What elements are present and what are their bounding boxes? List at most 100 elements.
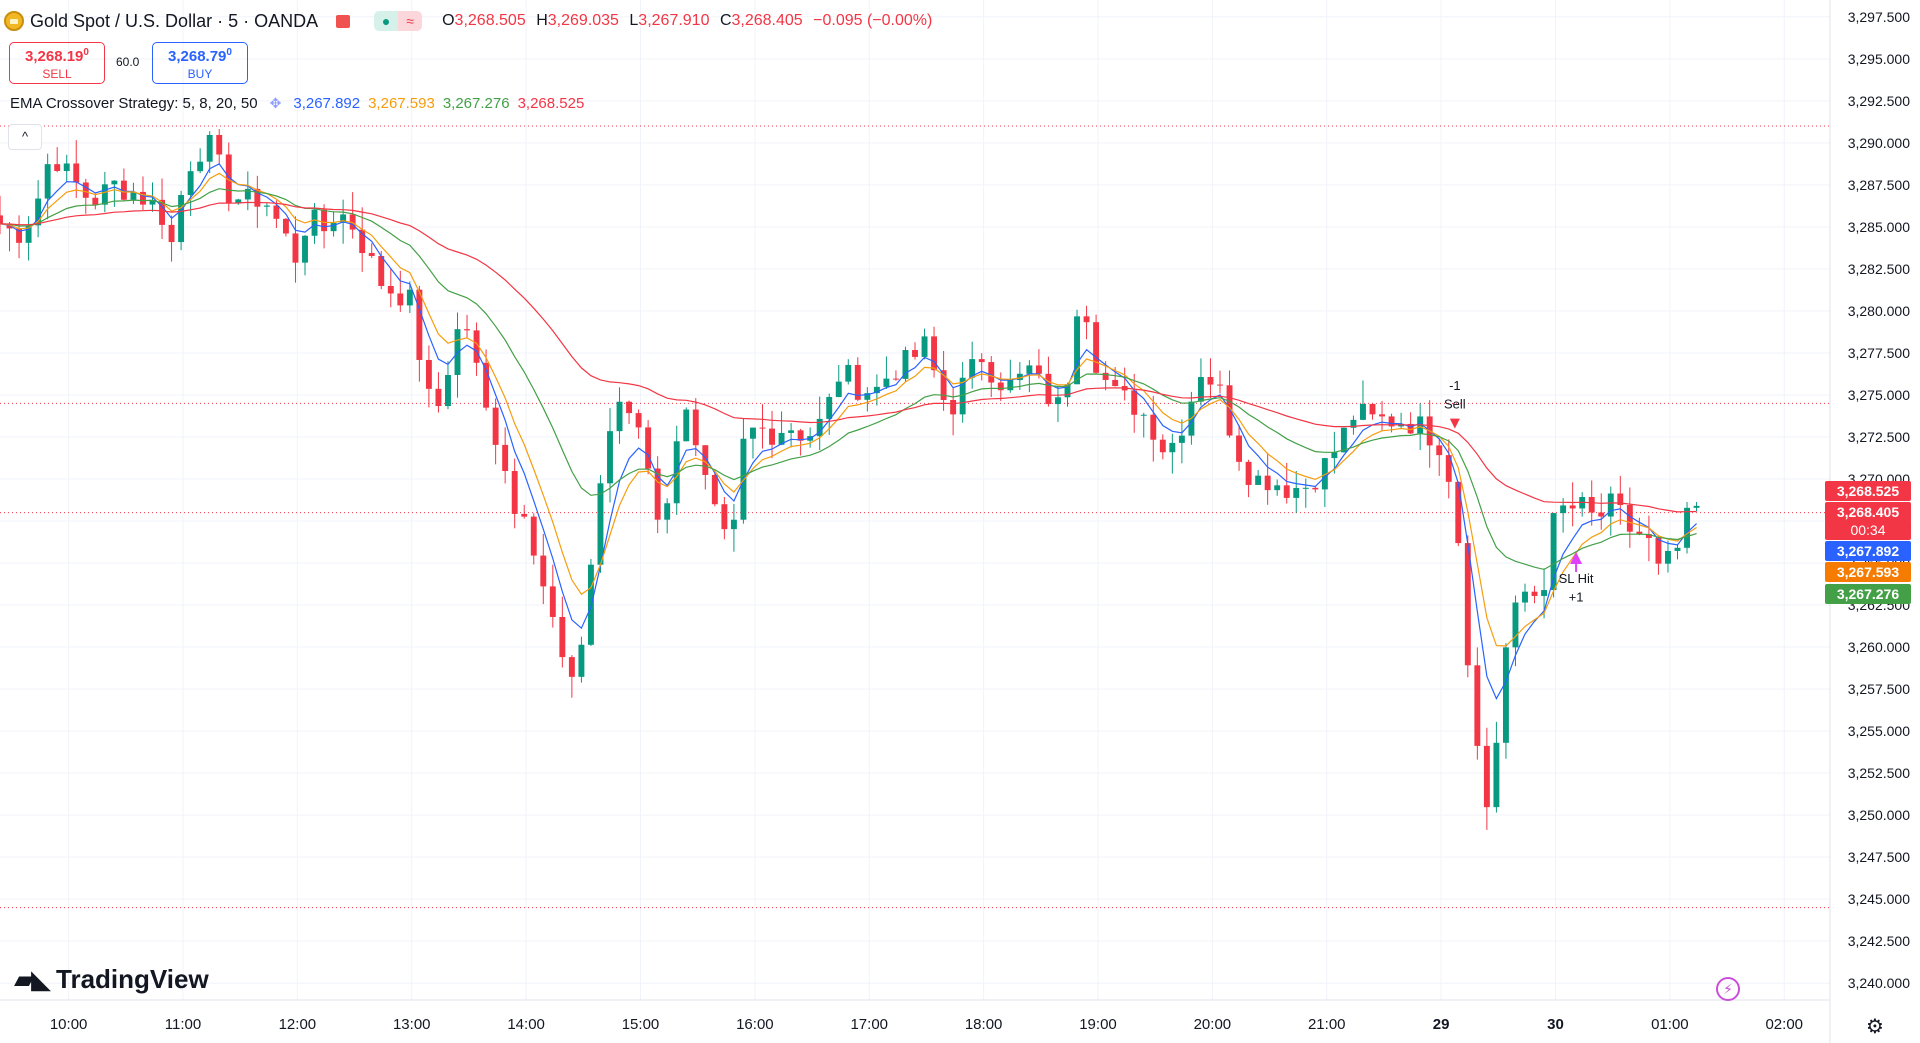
price-label-last: 3,268.405 bbox=[1825, 502, 1911, 522]
lightning-icon[interactable]: ⚡ bbox=[1716, 977, 1740, 1001]
candle-body bbox=[140, 191, 146, 205]
candle-body bbox=[82, 182, 89, 198]
price-tick-label: 3,292.500 bbox=[1848, 93, 1910, 109]
candle-body bbox=[406, 289, 413, 306]
tradingview-logo[interactable]: ▰◣ TradingView bbox=[14, 964, 209, 995]
indicator-settings-icon[interactable]: ✥ bbox=[269, 95, 282, 111]
candle-body bbox=[1531, 591, 1538, 596]
candle-body bbox=[168, 224, 175, 243]
candle-body bbox=[864, 393, 871, 400]
buy-button[interactable]: 3,268.790 BUY bbox=[152, 42, 248, 84]
candle-body bbox=[1645, 534, 1652, 538]
candle-body bbox=[1369, 403, 1376, 415]
candle-body bbox=[578, 644, 585, 677]
candle-body bbox=[997, 382, 1004, 391]
candle-body bbox=[330, 222, 337, 232]
candle-body bbox=[1512, 602, 1519, 648]
buy-label: BUY bbox=[187, 67, 213, 81]
buy-price-sup: 0 bbox=[226, 47, 232, 58]
candle-body bbox=[1455, 481, 1462, 544]
price-tick-label: 3,295.000 bbox=[1848, 51, 1910, 67]
indicator-toggle[interactable]: ● ≈ bbox=[374, 11, 423, 31]
candle-body bbox=[988, 362, 995, 383]
candle-body bbox=[1283, 485, 1290, 498]
close-prefix: C bbox=[719, 12, 732, 29]
candle-body bbox=[750, 427, 756, 439]
time-tick-label: 16:00 bbox=[736, 1016, 774, 1033]
price-tick-label: 3,247.500 bbox=[1848, 849, 1910, 865]
open-prefix: O bbox=[442, 12, 455, 29]
price-tick-label: 3,297.500 bbox=[1848, 9, 1910, 25]
sell-button[interactable]: 3,268.190 SELL bbox=[9, 42, 105, 84]
price-label-countdown: 00:34 bbox=[1825, 520, 1911, 540]
candle-body bbox=[769, 428, 775, 445]
candle-body bbox=[730, 519, 737, 530]
candle-body bbox=[1636, 531, 1643, 535]
ema50-value: 3,268.525 bbox=[517, 95, 585, 112]
candle-body bbox=[1569, 505, 1576, 509]
price-tick-label: 3,285.000 bbox=[1848, 219, 1910, 235]
candle-body bbox=[921, 336, 928, 357]
candle-body bbox=[1007, 380, 1014, 391]
close-value: 3,268.405 bbox=[731, 12, 803, 29]
candle-body bbox=[1312, 487, 1319, 490]
low-prefix: L bbox=[629, 12, 639, 29]
candle-body bbox=[950, 399, 957, 415]
ema8-value: 3,267.593 bbox=[368, 95, 435, 112]
candle-body bbox=[1217, 384, 1223, 386]
axis-settings-icon[interactable]: ⚙ bbox=[1866, 1016, 1884, 1038]
candle-body bbox=[445, 374, 451, 407]
time-axis[interactable]: 10:00 11:00 12:00 13:00 14:00 15:00 16:00 17:00… bbox=[0, 999, 1830, 1033]
candle-body bbox=[645, 427, 652, 469]
candles bbox=[0, 129, 1700, 830]
candle-body bbox=[1197, 377, 1204, 402]
candle-body bbox=[1226, 385, 1233, 436]
dot-icon[interactable]: ● bbox=[374, 11, 399, 31]
time-tick-label: 20:00 bbox=[1194, 1016, 1232, 1033]
candle-body bbox=[1331, 452, 1338, 459]
candle-body bbox=[0, 215, 3, 224]
chart-grid bbox=[0, 0, 1830, 1000]
time-tick-label: 29 bbox=[1433, 1016, 1450, 1033]
candle-body bbox=[254, 188, 261, 207]
price-tick-label: 3,287.500 bbox=[1848, 177, 1910, 193]
collapse-legend-button[interactable]: ^ bbox=[8, 124, 42, 150]
candle-body bbox=[912, 350, 918, 357]
candle-body bbox=[1140, 414, 1147, 416]
candle-body bbox=[368, 253, 375, 256]
candle-body bbox=[359, 229, 366, 254]
candle-body bbox=[635, 413, 642, 428]
candle-body bbox=[1550, 513, 1557, 591]
indicator-name[interactable]: EMA Crossover Strategy: 5, 8, 20, 50 bbox=[10, 95, 258, 112]
candle-body bbox=[854, 364, 861, 400]
candle-body bbox=[425, 359, 432, 389]
wave-icon[interactable]: ≈ bbox=[398, 11, 423, 31]
candle-body bbox=[1112, 379, 1119, 387]
candle-body bbox=[1074, 316, 1080, 385]
candle-body bbox=[673, 441, 680, 504]
time-tick-label: 17:00 bbox=[850, 1016, 888, 1033]
candle-body bbox=[597, 483, 604, 565]
candle-body bbox=[1674, 547, 1681, 551]
trade-marker bbox=[1449, 418, 1460, 429]
candle-body bbox=[206, 134, 213, 162]
candle-body bbox=[549, 586, 556, 617]
price-label-ema50: 3,268.525 bbox=[1825, 481, 1911, 501]
time-tick-label: 21:00 bbox=[1308, 1016, 1346, 1033]
candle-body bbox=[492, 407, 499, 445]
candle-body bbox=[321, 209, 328, 232]
candle-body bbox=[826, 396, 833, 419]
indicator-legend[interactable]: EMA Crossover Strategy: 5, 8, 20, 50 ✥ 3… bbox=[10, 95, 584, 112]
price-tick-label: 3,245.000 bbox=[1848, 891, 1910, 907]
change-value: −0.095 (−0.00%) bbox=[813, 12, 933, 29]
time-tick-label: 11:00 bbox=[165, 1016, 201, 1033]
candle-body bbox=[1388, 416, 1395, 427]
candle-body bbox=[892, 378, 899, 380]
candle-body bbox=[63, 163, 70, 171]
symbol-title[interactable]: Gold Spot / U.S. Dollar · 5 · OANDA bbox=[30, 10, 319, 31]
candle-body bbox=[1464, 543, 1471, 666]
candle-body bbox=[692, 409, 699, 446]
candle-body bbox=[521, 513, 528, 517]
ema-line bbox=[0, 172, 1697, 647]
